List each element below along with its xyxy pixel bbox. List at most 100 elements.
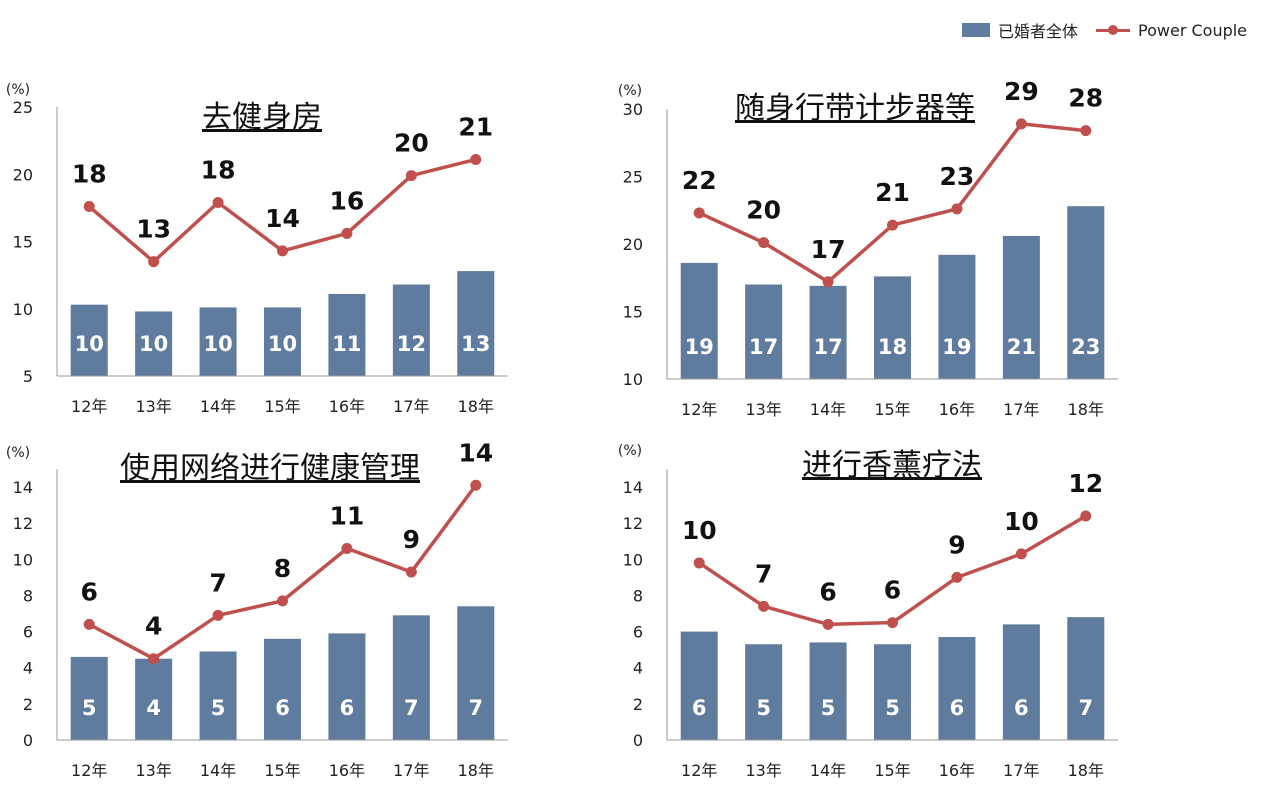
x-tick-label: 18年 — [1068, 761, 1104, 780]
x-tick-label: 15年 — [264, 761, 300, 780]
bar — [938, 637, 976, 740]
bar-data-label: 6 — [692, 696, 707, 720]
x-tick-label: 15年 — [874, 761, 910, 780]
y-tick-label: 6 — [23, 623, 33, 642]
y-tick-label: 4 — [23, 659, 33, 678]
bar-data-label: 6 — [340, 696, 355, 720]
y-tick-label: 2 — [633, 695, 643, 714]
bar-data-label: 19 — [685, 335, 714, 359]
bar-data-label: 17 — [813, 335, 842, 359]
bar-data-label: 5 — [821, 696, 836, 720]
x-tick-label: 16年 — [329, 761, 365, 780]
x-tick-label: 16年 — [939, 400, 975, 419]
y-tick-label: 20 — [623, 235, 643, 254]
x-tick-label: 17年 — [393, 397, 429, 416]
bar-data-label: 4 — [146, 696, 161, 720]
line-point — [822, 618, 834, 630]
x-tick-label: 15年 — [874, 400, 910, 419]
chart-title: 使用网络进行健康管理 — [120, 451, 420, 486]
bar — [1002, 624, 1040, 740]
bar-data-label: 7 — [1078, 696, 1093, 720]
line-data-label: 21 — [458, 112, 493, 141]
bar — [1067, 206, 1105, 379]
y-tick-label: 4 — [633, 659, 643, 678]
line-point — [212, 196, 224, 208]
x-tick-label: 13年 — [135, 397, 171, 416]
line-point — [83, 618, 95, 630]
line-point — [822, 276, 834, 288]
bar-data-label: 19 — [942, 335, 971, 359]
bar — [745, 644, 783, 740]
y-tick-label: 25 — [623, 168, 643, 187]
bar-data-label: 5 — [756, 696, 771, 720]
bar-data-label: 7 — [468, 696, 483, 720]
bar — [809, 285, 847, 379]
line-data-label: 4 — [145, 612, 162, 641]
y-tick-label: 14 — [623, 478, 643, 497]
bar-data-label: 7 — [404, 696, 419, 720]
y-tick-label: 12 — [13, 514, 33, 533]
y-tick-label: 2 — [23, 695, 33, 714]
legend-item-line: Power Couple — [1096, 21, 1247, 40]
line-data-label: 9 — [403, 525, 420, 554]
y-tick-label: 20 — [13, 165, 33, 184]
bar-data-label: 23 — [1071, 335, 1100, 359]
line-point — [951, 203, 963, 215]
x-tick-label: 13年 — [745, 761, 781, 780]
line-data-label: 13 — [136, 215, 171, 244]
y-tick-label: 10 — [13, 300, 33, 319]
x-tick-label: 13年 — [135, 761, 171, 780]
bar-data-label: 10 — [139, 332, 168, 356]
y-tick-label: 14 — [13, 478, 33, 497]
chart-title: 进行香薰疗法 — [802, 448, 982, 483]
bar-data-label: 6 — [275, 696, 290, 720]
y-unit-label: (%) — [6, 445, 30, 461]
bar — [392, 284, 430, 376]
line-data-label: 6 — [81, 577, 98, 606]
x-tick-label: 16年 — [329, 397, 365, 416]
line-data-label: 10 — [682, 516, 717, 545]
bar-data-label: 6 — [950, 696, 965, 720]
bar-data-label: 6 — [1014, 696, 1029, 720]
bar — [745, 284, 783, 379]
line-point — [887, 219, 898, 231]
bar — [874, 644, 911, 740]
bar — [70, 304, 108, 376]
line-data-label: 29 — [1004, 77, 1039, 106]
line-data-label: 7 — [209, 568, 226, 597]
x-tick-label: 13年 — [745, 400, 781, 419]
line-point — [277, 245, 288, 257]
x-tick-label: 17年 — [393, 761, 429, 780]
line-data-label: 20 — [746, 196, 781, 225]
line-point — [277, 595, 288, 607]
x-tick-label: 18年 — [458, 761, 494, 780]
bar — [264, 638, 301, 740]
line-point — [212, 609, 224, 621]
y-tick-label: 0 — [633, 731, 643, 750]
bar — [135, 311, 173, 376]
legend-item-bar: 已婚者全体 — [962, 18, 1078, 42]
line-data-label: 14 — [265, 204, 300, 233]
line-point — [1015, 118, 1027, 130]
x-tick-label: 14年 — [200, 397, 236, 416]
bar — [264, 307, 301, 376]
bar — [135, 658, 173, 740]
bar — [1002, 235, 1040, 379]
line-point — [693, 207, 705, 219]
bar — [392, 615, 430, 740]
line-data-label: 6 — [884, 576, 901, 605]
y-tick-label: 15 — [623, 303, 643, 322]
line-data-label: 23 — [940, 162, 975, 191]
y-tick-label: 8 — [23, 586, 33, 605]
line-point — [148, 653, 160, 665]
legend: 已婚者全体 Power Couple — [962, 18, 1265, 42]
line-data-label: 12 — [1068, 469, 1103, 498]
line-data-label: 8 — [274, 554, 291, 583]
bar-data-label: 5 — [82, 696, 97, 720]
line-point — [148, 256, 160, 268]
y-tick-label: 0 — [23, 731, 33, 750]
line-point — [341, 542, 353, 554]
y-tick-label: 6 — [633, 623, 643, 642]
legend-bar-swatch — [962, 23, 990, 37]
